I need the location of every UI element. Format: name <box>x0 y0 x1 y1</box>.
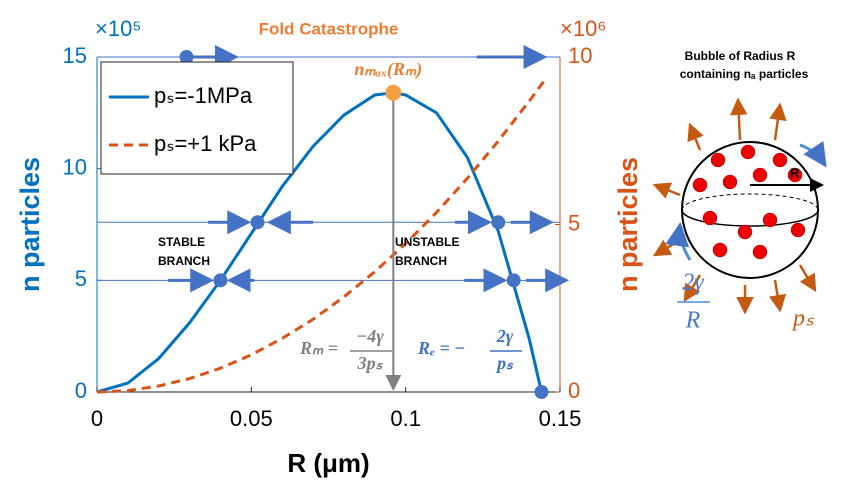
y-label: n particles <box>15 157 45 292</box>
annotation: 2γ <box>496 326 514 346</box>
marker <box>250 215 265 230</box>
pressure-label: pₛ <box>791 306 815 332</box>
y-tick-label: 15 <box>63 43 87 68</box>
chart-title: Fold Catastrophe <box>259 19 399 38</box>
y2-tick-label: 0 <box>568 378 580 403</box>
y-tick-label: 0 <box>75 378 87 403</box>
radius-label: R <box>790 165 800 180</box>
annotation: BRANCH <box>158 254 210 268</box>
legend-label: pₛ=-1MPa <box>154 83 253 108</box>
legend-box <box>100 61 294 175</box>
series-line <box>96 91 543 394</box>
diagram-title: containing nₐ particles <box>680 67 809 81</box>
annotation: pₛ <box>495 353 514 373</box>
x-tick-label: 0.15 <box>539 406 582 431</box>
x-tick-label: 0.1 <box>390 406 421 431</box>
x-tick-label: 0.05 <box>230 406 273 431</box>
marker <box>534 385 549 399</box>
annotation: Rₘ = <box>299 338 338 358</box>
y2-tick-label: 5 <box>568 210 580 235</box>
x-tick-label: 0 <box>91 406 103 431</box>
tension-label: R <box>685 308 701 334</box>
annotation: STABLE <box>158 235 205 249</box>
x-label: R (μm) <box>287 448 369 478</box>
max-label: nₘₐₓ(Rₘ) <box>354 59 422 80</box>
bubble-diagram <box>652 97 827 315</box>
marker <box>491 215 506 230</box>
marker <box>506 273 521 288</box>
series-line <box>96 79 546 394</box>
y-tick-label: 10 <box>63 154 87 179</box>
diagram-title: Bubble of Radius R <box>685 49 796 63</box>
max-marker <box>385 84 402 101</box>
y2-exponent: ×10⁶ <box>560 16 606 41</box>
annotation: UNSTABLE <box>395 235 459 249</box>
y-exponent: ×10⁵ <box>95 16 141 41</box>
annotation: BRANCH <box>395 254 447 268</box>
tension-label: 2γ <box>682 270 704 296</box>
annotation: −4γ <box>356 326 384 346</box>
legend-label: pₛ=+1 kPa <box>154 131 257 156</box>
y-tick-label: 5 <box>75 266 87 291</box>
marker <box>213 273 228 288</box>
annotation: 3pₛ <box>357 353 384 373</box>
y2-tick-label: 10 <box>568 43 592 68</box>
annotation: Rₑ = − <box>417 338 465 358</box>
y2-label: n particles <box>613 157 643 292</box>
